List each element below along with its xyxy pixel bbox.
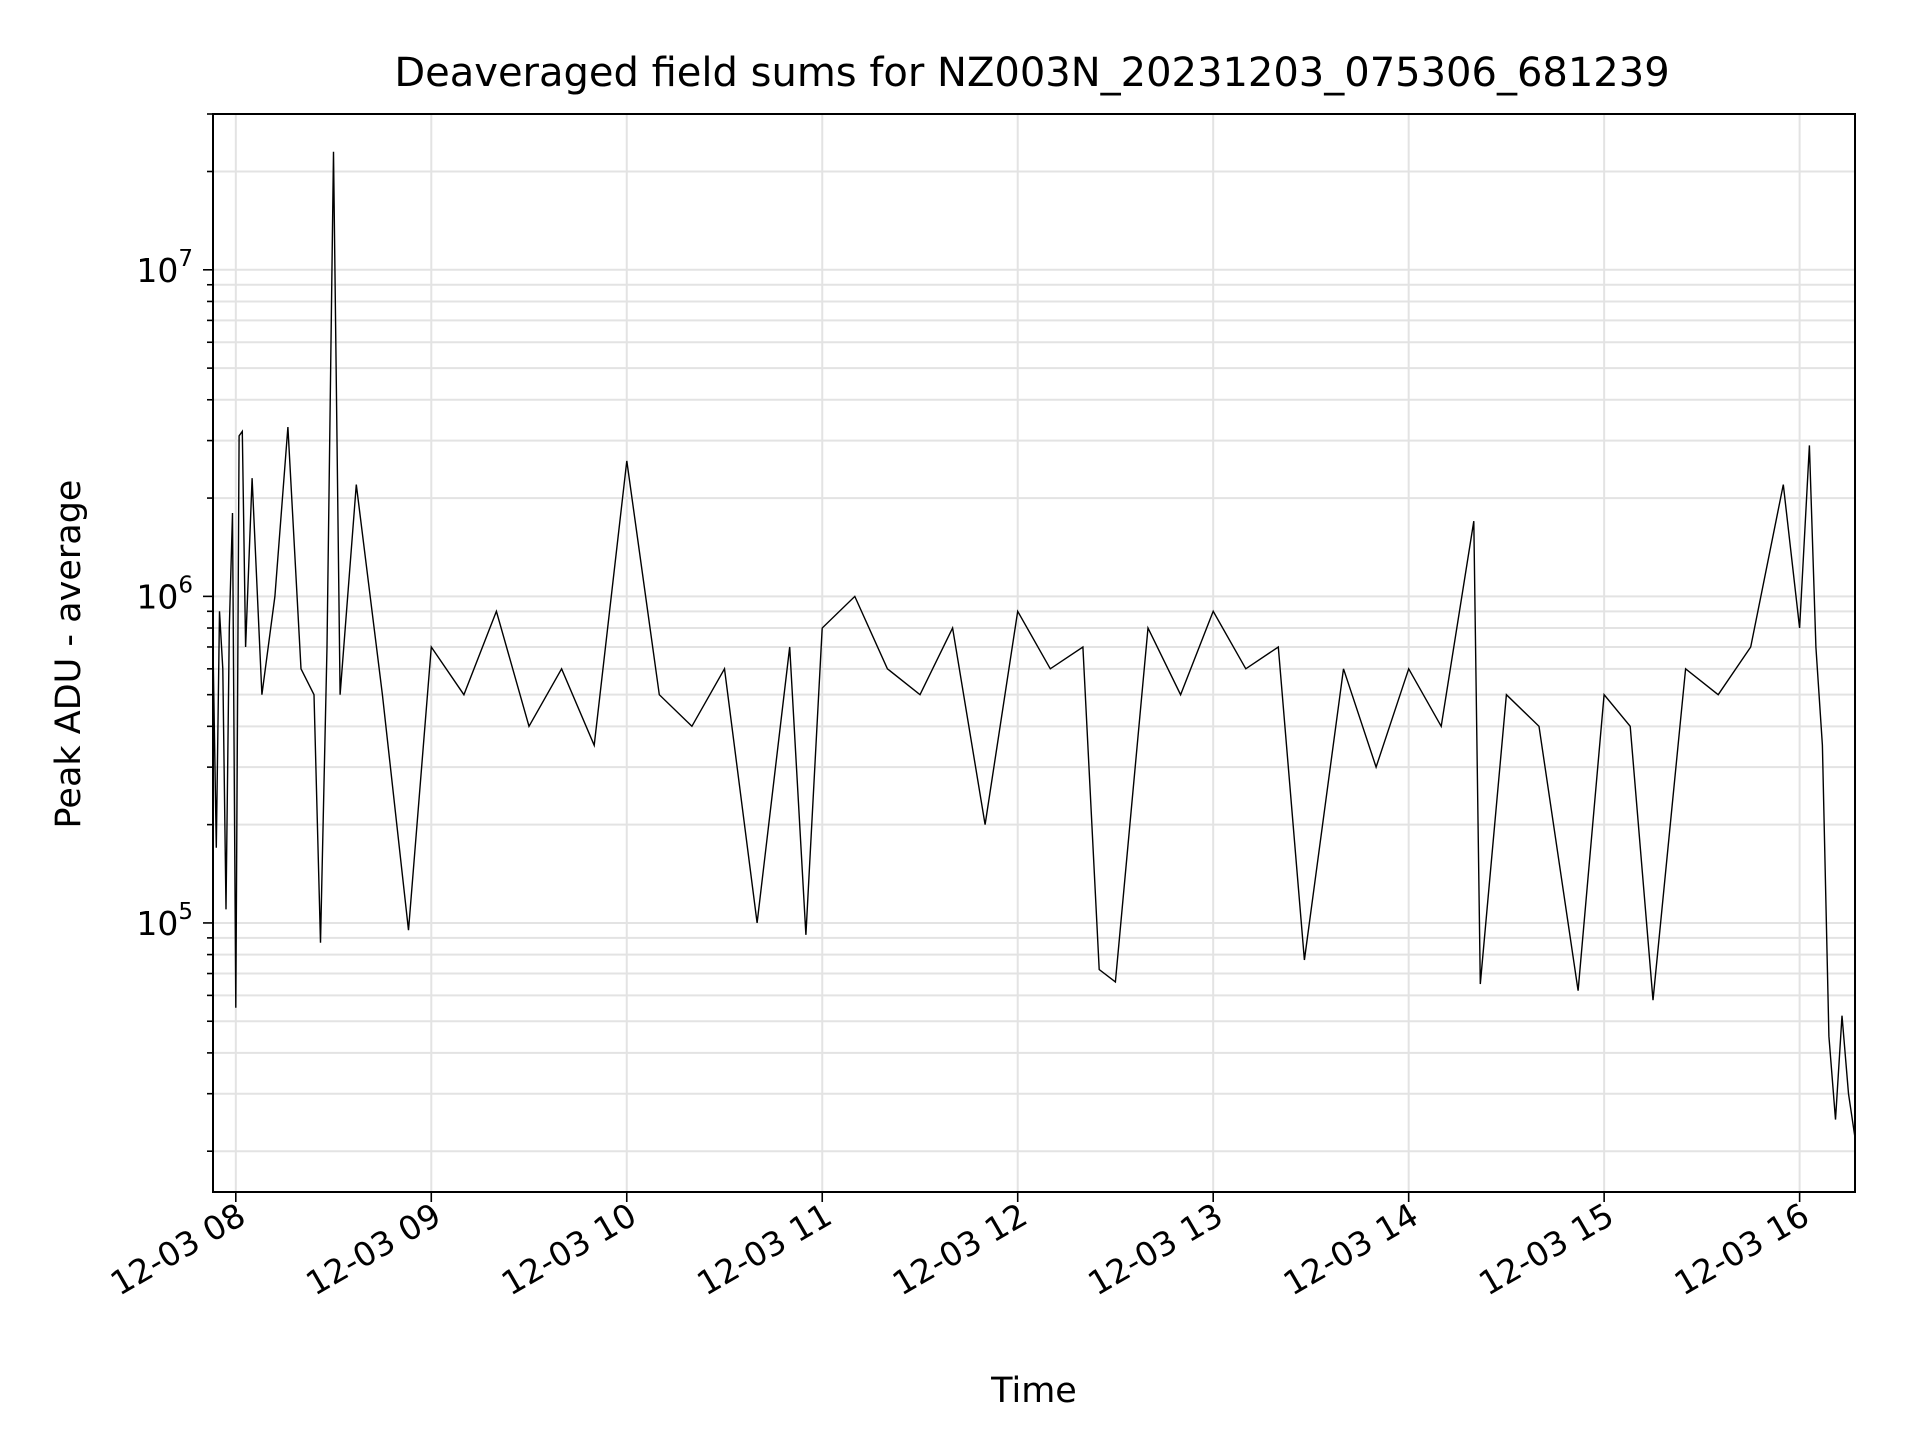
- series-layer: [212, 151, 1856, 1138]
- x-axis-label: Time: [990, 1371, 1077, 1411]
- series-line: [212, 151, 1856, 1138]
- grid-layer: [213, 113, 1855, 1192]
- y-axis-label: Peak ADU - average: [49, 480, 89, 829]
- plot-frame: [212, 113, 1856, 1193]
- chart-title: Deaveraged field sums for NZ003N_2023120…: [394, 50, 1669, 96]
